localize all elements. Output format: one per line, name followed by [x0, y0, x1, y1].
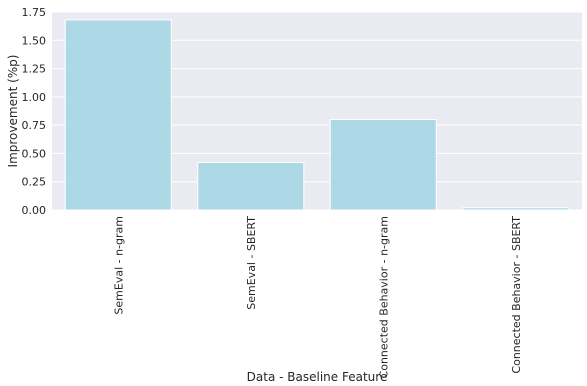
bar [64, 19, 172, 211]
y-tick-label: 1.75 [22, 6, 47, 19]
x-tick-label: Connected Behavior - n-gram [377, 216, 390, 378]
y-tick-label: 0.50 [22, 147, 47, 160]
bars [64, 19, 570, 211]
y-tick-label: 1.50 [22, 34, 47, 47]
y-axis-label: Improvement (%p) [6, 55, 20, 168]
x-tick-label: Connected Behavior - SBERT [510, 216, 523, 374]
y-tick-label: 0.25 [22, 176, 47, 189]
y-tick-labels: 0.00 0.25 0.50 0.75 1.00 1.25 1.50 1.75 [22, 6, 47, 217]
x-tick-label: SemEval - SBERT [245, 216, 258, 310]
y-tick-label: 0.00 [22, 204, 47, 217]
y-tick-label: 0.75 [22, 119, 47, 132]
y-tick-label: 1.00 [22, 91, 47, 104]
x-tick-label: SemEval - n-gram [112, 216, 125, 315]
bar [197, 161, 305, 211]
x-tick-labels: SemEval - n-gram SemEval - SBERT Connected… [112, 216, 523, 379]
x-axis-label: Data - Baseline Feature [247, 370, 388, 384]
bar [462, 207, 570, 211]
bar [329, 118, 437, 211]
y-tick-label: 1.25 [22, 63, 47, 76]
